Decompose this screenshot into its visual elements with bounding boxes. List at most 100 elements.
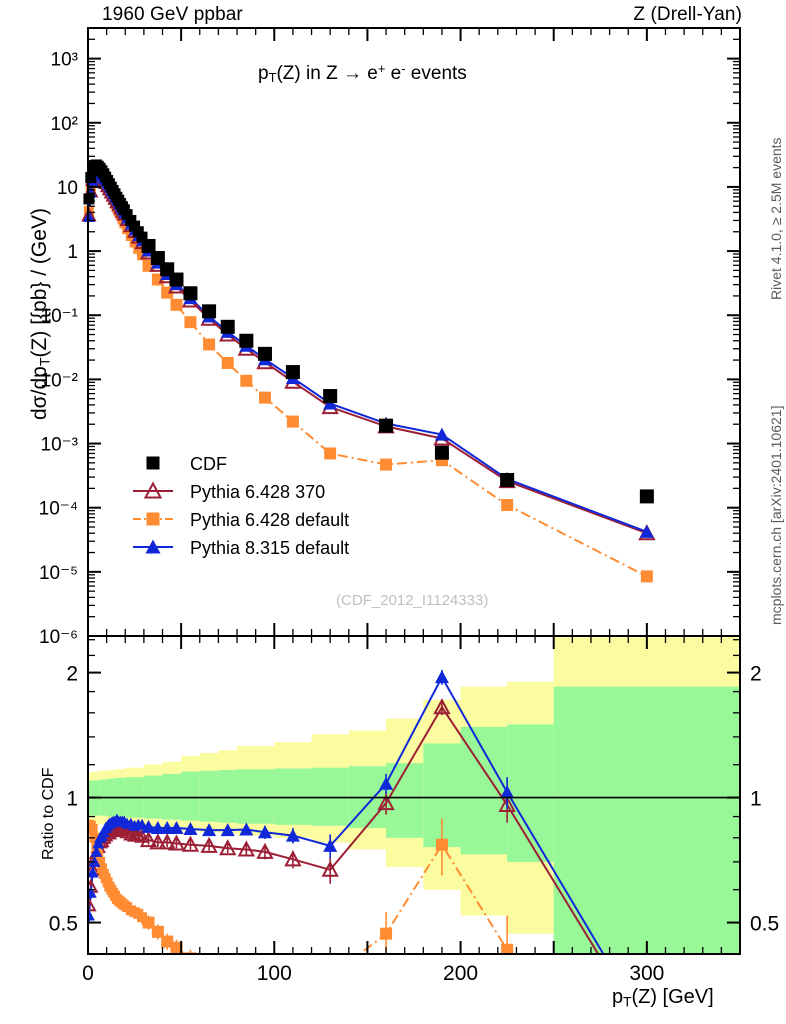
marker-square [640,570,653,583]
marker-square [146,512,160,526]
marker-square [324,971,336,983]
marker-triangle [639,524,654,538]
marker-triangle [145,539,161,554]
marker-square [88,824,98,835]
main-panel-title: pT(Z) in Z → e+ e- events [258,61,467,86]
ratio-y-tick-label-right: 1 [750,788,762,811]
marker-triangle [160,820,175,834]
marker-square [257,346,272,361]
marker-square [169,272,184,287]
ratio-y-tick-label: 2 [66,663,78,686]
main-line-Pythia-8-315-default [87,172,648,533]
marker-triangle [202,823,217,837]
marker-triangle [169,820,184,834]
marker-square [150,250,165,265]
marker-triangle-open [284,850,302,867]
marker-square [203,338,216,351]
band-inner [386,763,424,838]
marker-triangle-open [149,833,167,850]
y-tick-label: 10² [51,114,78,135]
marker-triangle [379,776,394,790]
marker-triangle [434,670,449,684]
marker-triangle [257,825,272,839]
marker-triangle-open [433,698,451,715]
marker-square [121,209,133,221]
marker-triangle [323,396,338,410]
marker-square [324,447,337,460]
marker-square [85,172,97,184]
marker-triangle [88,866,99,878]
y-tick-label: 10⁻⁵ [39,563,78,584]
ratio-uncertainty-bands [88,636,740,954]
main-panel-frame [87,27,741,637]
marker-square [183,286,198,301]
marker-square [95,856,106,867]
y-tick-label: 10⁻³ [41,435,79,456]
marker-square [136,231,148,243]
marker-triangle-open [134,828,150,843]
legend-label: Pythia 8.315 default [190,538,349,558]
marker-triangle [323,838,338,852]
marker-triangle [183,822,198,836]
marker-triangle-open [143,481,163,499]
marker-square [379,418,394,433]
analysis-watermark: (CDF_2012_I1124333) [336,592,488,609]
marker-triangle-open [200,836,218,853]
marker-triangle-open [167,834,186,851]
x-tick-label: 100 [257,962,292,985]
marker-square [380,458,393,471]
marker-square [125,230,136,241]
band-inner [553,686,740,954]
marker-square [501,499,514,512]
marker-square [170,298,183,311]
band-inner [274,768,312,825]
y-tick-label: 10⁻¹ [41,306,79,327]
marker-square [170,941,183,954]
main-line-Pythia-6-428-370 [87,172,648,535]
marker-square [258,391,271,404]
ratio-y-tick-label-right: 0.5 [750,913,779,936]
ratio-y-tick-label: 1 [66,788,78,811]
y-tick-label: 10⁻⁴ [39,499,78,520]
marker-square [239,333,254,348]
x-tick-label: 300 [629,962,664,985]
marker-square [137,250,148,261]
x-tick-label: 0 [82,962,94,985]
marker-triangle [90,845,103,857]
marker-triangle [434,427,449,441]
marker-square [435,838,448,851]
band-inner [199,770,219,822]
marker-triangle-open [219,839,237,856]
marker-square [240,966,252,978]
marker-triangle-open [158,833,176,850]
marker-square [203,959,215,971]
marker-triangle-open [237,840,256,857]
main-line-Pythia-6-428-default [87,170,648,578]
x-axis-title: pT(Z) [GeV] [612,986,714,1010]
marker-triangle [220,823,235,837]
marker-square [141,238,156,253]
y-tick-label: 10³ [51,50,78,71]
x-tick-label: 200 [443,962,478,985]
marker-square [285,365,300,380]
marker-square [220,319,235,334]
y-tick-label: 10 [57,178,78,199]
marker-square [146,456,160,470]
header-right: Z (Drell-Yan) [633,4,742,25]
marker-square [96,863,107,874]
marker-triangle [88,909,95,921]
marker-square [240,374,253,387]
y-tick-label: 10⁻² [41,370,79,391]
marker-triangle-open [498,795,516,812]
marker-square [161,935,174,948]
header-left: 1960 GeV ppbar [102,4,243,25]
marker-square [639,489,654,504]
band-inner [237,769,275,824]
axes: 10³ 10² 10 1 10⁻¹ 10⁻² 10⁻³ 10⁻⁴ 10⁻⁵ 10⁻⁶ 2 2 1 1 0.5… [39,27,779,985]
ratio-panel-data [88,669,740,983]
marker-triangle [500,785,515,799]
marker-triangle-open [139,830,158,848]
legend-label: Pythia 6.428 370 [190,482,325,502]
band-inner [181,771,200,821]
